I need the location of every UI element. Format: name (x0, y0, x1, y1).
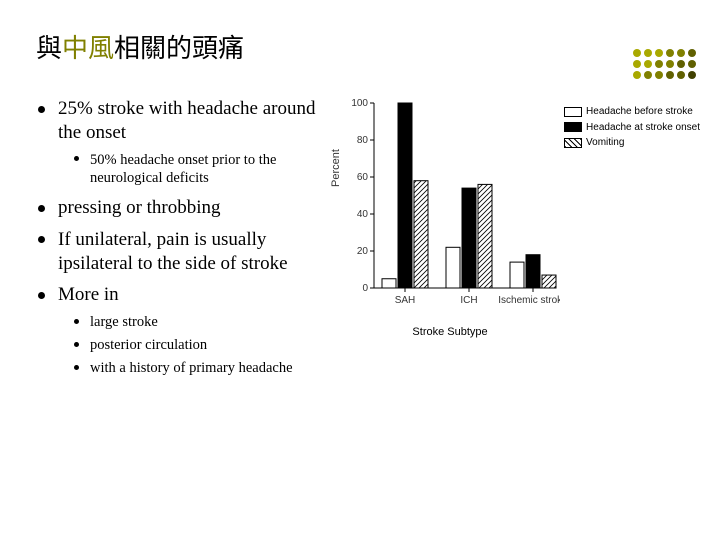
svg-text:60: 60 (357, 172, 369, 183)
page-title: 與中風相關的頭痛 (36, 28, 244, 65)
legend-label: Vomiting (586, 136, 624, 150)
title-highlight: 中風 (62, 34, 114, 63)
chart-column: Percent 020406080100SAHICHIschemic strok… (340, 97, 700, 386)
svg-text:100: 100 (351, 98, 368, 109)
title-prefix: 與 (36, 34, 62, 63)
svg-text:20: 20 (357, 246, 369, 257)
decor-dot (666, 60, 674, 68)
title-row: 與中風相關的頭痛 (36, 28, 700, 79)
chart-bar (382, 279, 396, 288)
svg-text:ICH: ICH (460, 295, 477, 306)
list-item: More in large stroke posterior circulation… (36, 283, 328, 377)
chart-y-axis-title: Percent (330, 149, 342, 187)
decor-dot (633, 71, 641, 79)
list-item: 25% stroke with headache around the onse… (36, 97, 328, 188)
svg-text:80: 80 (357, 135, 369, 146)
list-item-text: More in (58, 284, 119, 305)
decor-dot (633, 60, 641, 68)
legend-row: Headache before stroke (564, 105, 700, 119)
decor-dot (677, 49, 685, 57)
sub-list-item: large stroke (74, 313, 328, 332)
bar-chart: 0 20 40 60 80 100 SAH ICH Ischemic stroke (340, 97, 560, 322)
list-item-text: 25% stroke with headache around the onse… (58, 98, 315, 143)
decor-dot (644, 71, 652, 79)
svg-text:0: 0 (362, 283, 368, 294)
svg-text:Ischemic stroke: Ischemic stroke (498, 295, 560, 306)
chart-legend: Headache before stroke Headache at stroke… (564, 97, 700, 386)
legend-swatch (564, 122, 582, 132)
chart-plot-area: Percent 020406080100SAHICHIschemic strok… (340, 97, 560, 386)
chart-bar (398, 103, 412, 288)
decor-dot (655, 49, 663, 57)
sub-list-item: with a history of primary headache (74, 359, 328, 378)
decor-dot (644, 49, 652, 57)
list-item: If unilateral, pain is usually ipsilater… (36, 228, 328, 276)
sub-bullet-list: 50% headache onset prior to the neurolog… (58, 151, 328, 189)
decor-dot (688, 71, 696, 79)
list-item-text: pressing or throbbing (58, 197, 221, 218)
chart-bar (478, 184, 492, 288)
chart-bar (526, 255, 540, 288)
content-row: 25% stroke with headache around the onse… (36, 97, 700, 386)
decor-dot (633, 49, 641, 57)
chart-bar (446, 247, 460, 288)
legend-swatch (564, 107, 582, 117)
legend-label: Headache before stroke (586, 105, 693, 119)
sub-list-item: posterior circulation (74, 336, 328, 355)
decor-dot (666, 49, 674, 57)
legend-label: Headache at stroke onset (586, 121, 700, 135)
decor-dot (688, 60, 696, 68)
text-column: 25% stroke with headache around the onse… (36, 97, 328, 386)
title-suffix: 相關的頭痛 (114, 34, 244, 63)
chart-x-axis-title: Stroke Subtype (340, 326, 560, 338)
decor-dot (666, 71, 674, 79)
chart-bar (462, 188, 476, 288)
decor-dot-grid (633, 49, 696, 79)
sub-bullet-list: large stroke posterior circulation with a … (58, 313, 328, 378)
list-item: pressing or throbbing (36, 196, 328, 220)
legend-row: Vomiting (564, 136, 700, 150)
decor-dot (655, 60, 663, 68)
decor-dot (677, 60, 685, 68)
chart-bar (510, 262, 524, 288)
list-item-text: If unilateral, pain is usually ipsilater… (58, 229, 288, 274)
legend-swatch (564, 138, 582, 148)
svg-text:SAH: SAH (395, 295, 416, 306)
chart-wrap: Percent 020406080100SAHICHIschemic strok… (340, 97, 700, 386)
bullet-list: 25% stroke with headache around the onse… (36, 97, 328, 378)
slide: 與中風相關的頭痛 25% stroke with headache around… (0, 0, 720, 540)
decor-dot (688, 49, 696, 57)
sub-list-item: 50% headache onset prior to the neurolog… (74, 151, 328, 189)
decor-dot (644, 60, 652, 68)
chart-bar (542, 275, 556, 288)
decor-dot (677, 71, 685, 79)
decor-dot (655, 71, 663, 79)
chart-bar (414, 181, 428, 288)
svg-text:40: 40 (357, 209, 369, 220)
legend-row: Headache at stroke onset (564, 121, 700, 135)
